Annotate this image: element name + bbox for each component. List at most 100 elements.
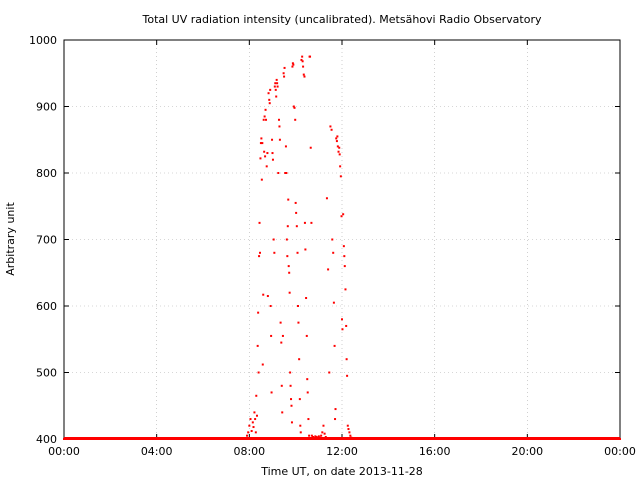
data-point [298, 398, 301, 401]
data-point [346, 424, 349, 427]
data-point [316, 436, 319, 439]
data-point [336, 135, 339, 138]
data-point [433, 438, 436, 440]
data-point [315, 436, 318, 439]
data-point [283, 75, 286, 78]
y-tick-label: 500 [36, 367, 57, 380]
data-point [330, 128, 333, 131]
data-point [254, 418, 257, 421]
data-point [321, 431, 324, 434]
data-point [261, 363, 264, 366]
data-point [301, 60, 304, 63]
data-point [259, 142, 262, 145]
y-tick-label: 800 [36, 167, 57, 180]
data-point [286, 225, 289, 228]
data-point [283, 66, 286, 69]
data-point [276, 85, 279, 88]
data-point [342, 213, 345, 216]
data-point [294, 201, 297, 204]
data-point [303, 221, 306, 224]
data-point [595, 438, 598, 440]
data-point [410, 438, 413, 440]
x-tick-label: 08:00 [233, 445, 265, 458]
data-point [285, 238, 288, 241]
data-point [290, 398, 293, 401]
data-point [263, 115, 266, 118]
data-point [247, 431, 250, 434]
data-point [352, 438, 355, 440]
data-point [290, 421, 293, 424]
data-point [349, 434, 352, 437]
data-point [343, 265, 346, 268]
data-point [289, 371, 292, 374]
data-point [252, 426, 255, 429]
chart-title: Total UV radiation intensity (uncalibrat… [142, 13, 542, 26]
data-point [285, 172, 288, 174]
data-point [287, 265, 290, 268]
data-point [263, 150, 266, 153]
data-point [277, 118, 280, 121]
data-point [346, 374, 349, 377]
data-point [282, 72, 285, 75]
data-point [503, 438, 506, 440]
data-point [286, 255, 289, 258]
data-point [249, 418, 252, 421]
data-point [307, 418, 310, 421]
data-point [332, 251, 335, 254]
data-point [302, 73, 305, 76]
data-point [250, 430, 253, 433]
data-point [338, 153, 341, 156]
data-point [257, 311, 260, 314]
data-point [276, 82, 279, 85]
data-point [526, 438, 529, 440]
data-point [302, 65, 305, 68]
data-point [296, 305, 299, 307]
data-point [265, 118, 268, 121]
data-point [341, 318, 343, 321]
data-point [619, 438, 621, 440]
data-point [258, 255, 261, 258]
x-tick-label: 20:00 [511, 445, 543, 458]
data-point [277, 172, 280, 174]
data-point [253, 411, 256, 414]
data-point [262, 118, 265, 121]
data-point [262, 293, 265, 296]
data-point [269, 305, 272, 307]
data-point [331, 238, 334, 241]
data-point [178, 438, 181, 440]
y-tick-label: 600 [36, 300, 57, 313]
data-point [290, 404, 293, 407]
data-point [327, 268, 330, 271]
data-point [258, 221, 261, 224]
data-point [288, 291, 291, 294]
data-point [318, 436, 321, 439]
data-point [273, 251, 276, 254]
data-point [304, 248, 307, 251]
data-point [261, 142, 264, 145]
data-point [339, 175, 342, 178]
baseline-points [64, 437, 620, 440]
data-point [299, 424, 302, 427]
data-point [260, 178, 263, 181]
data-point [279, 321, 282, 324]
data-point [256, 344, 259, 347]
data-point [387, 438, 390, 440]
data-point [293, 106, 296, 109]
data-point [295, 211, 298, 214]
data-point [86, 438, 89, 440]
y-tick-label: 700 [36, 234, 57, 247]
data-point [270, 334, 273, 337]
axis-ticks: 00:00 04:00 08:00 12:00 16:00 20:00 00:0040050… [29, 34, 636, 458]
data-point [225, 438, 228, 440]
data-point [308, 434, 311, 437]
data-point [295, 225, 298, 228]
data-point [274, 82, 277, 85]
data-point [267, 92, 270, 95]
data-point [272, 238, 275, 241]
data-point [333, 344, 336, 347]
data-point [292, 63, 295, 66]
data-point [248, 438, 251, 440]
data-point [281, 334, 284, 337]
data-point [320, 434, 323, 437]
